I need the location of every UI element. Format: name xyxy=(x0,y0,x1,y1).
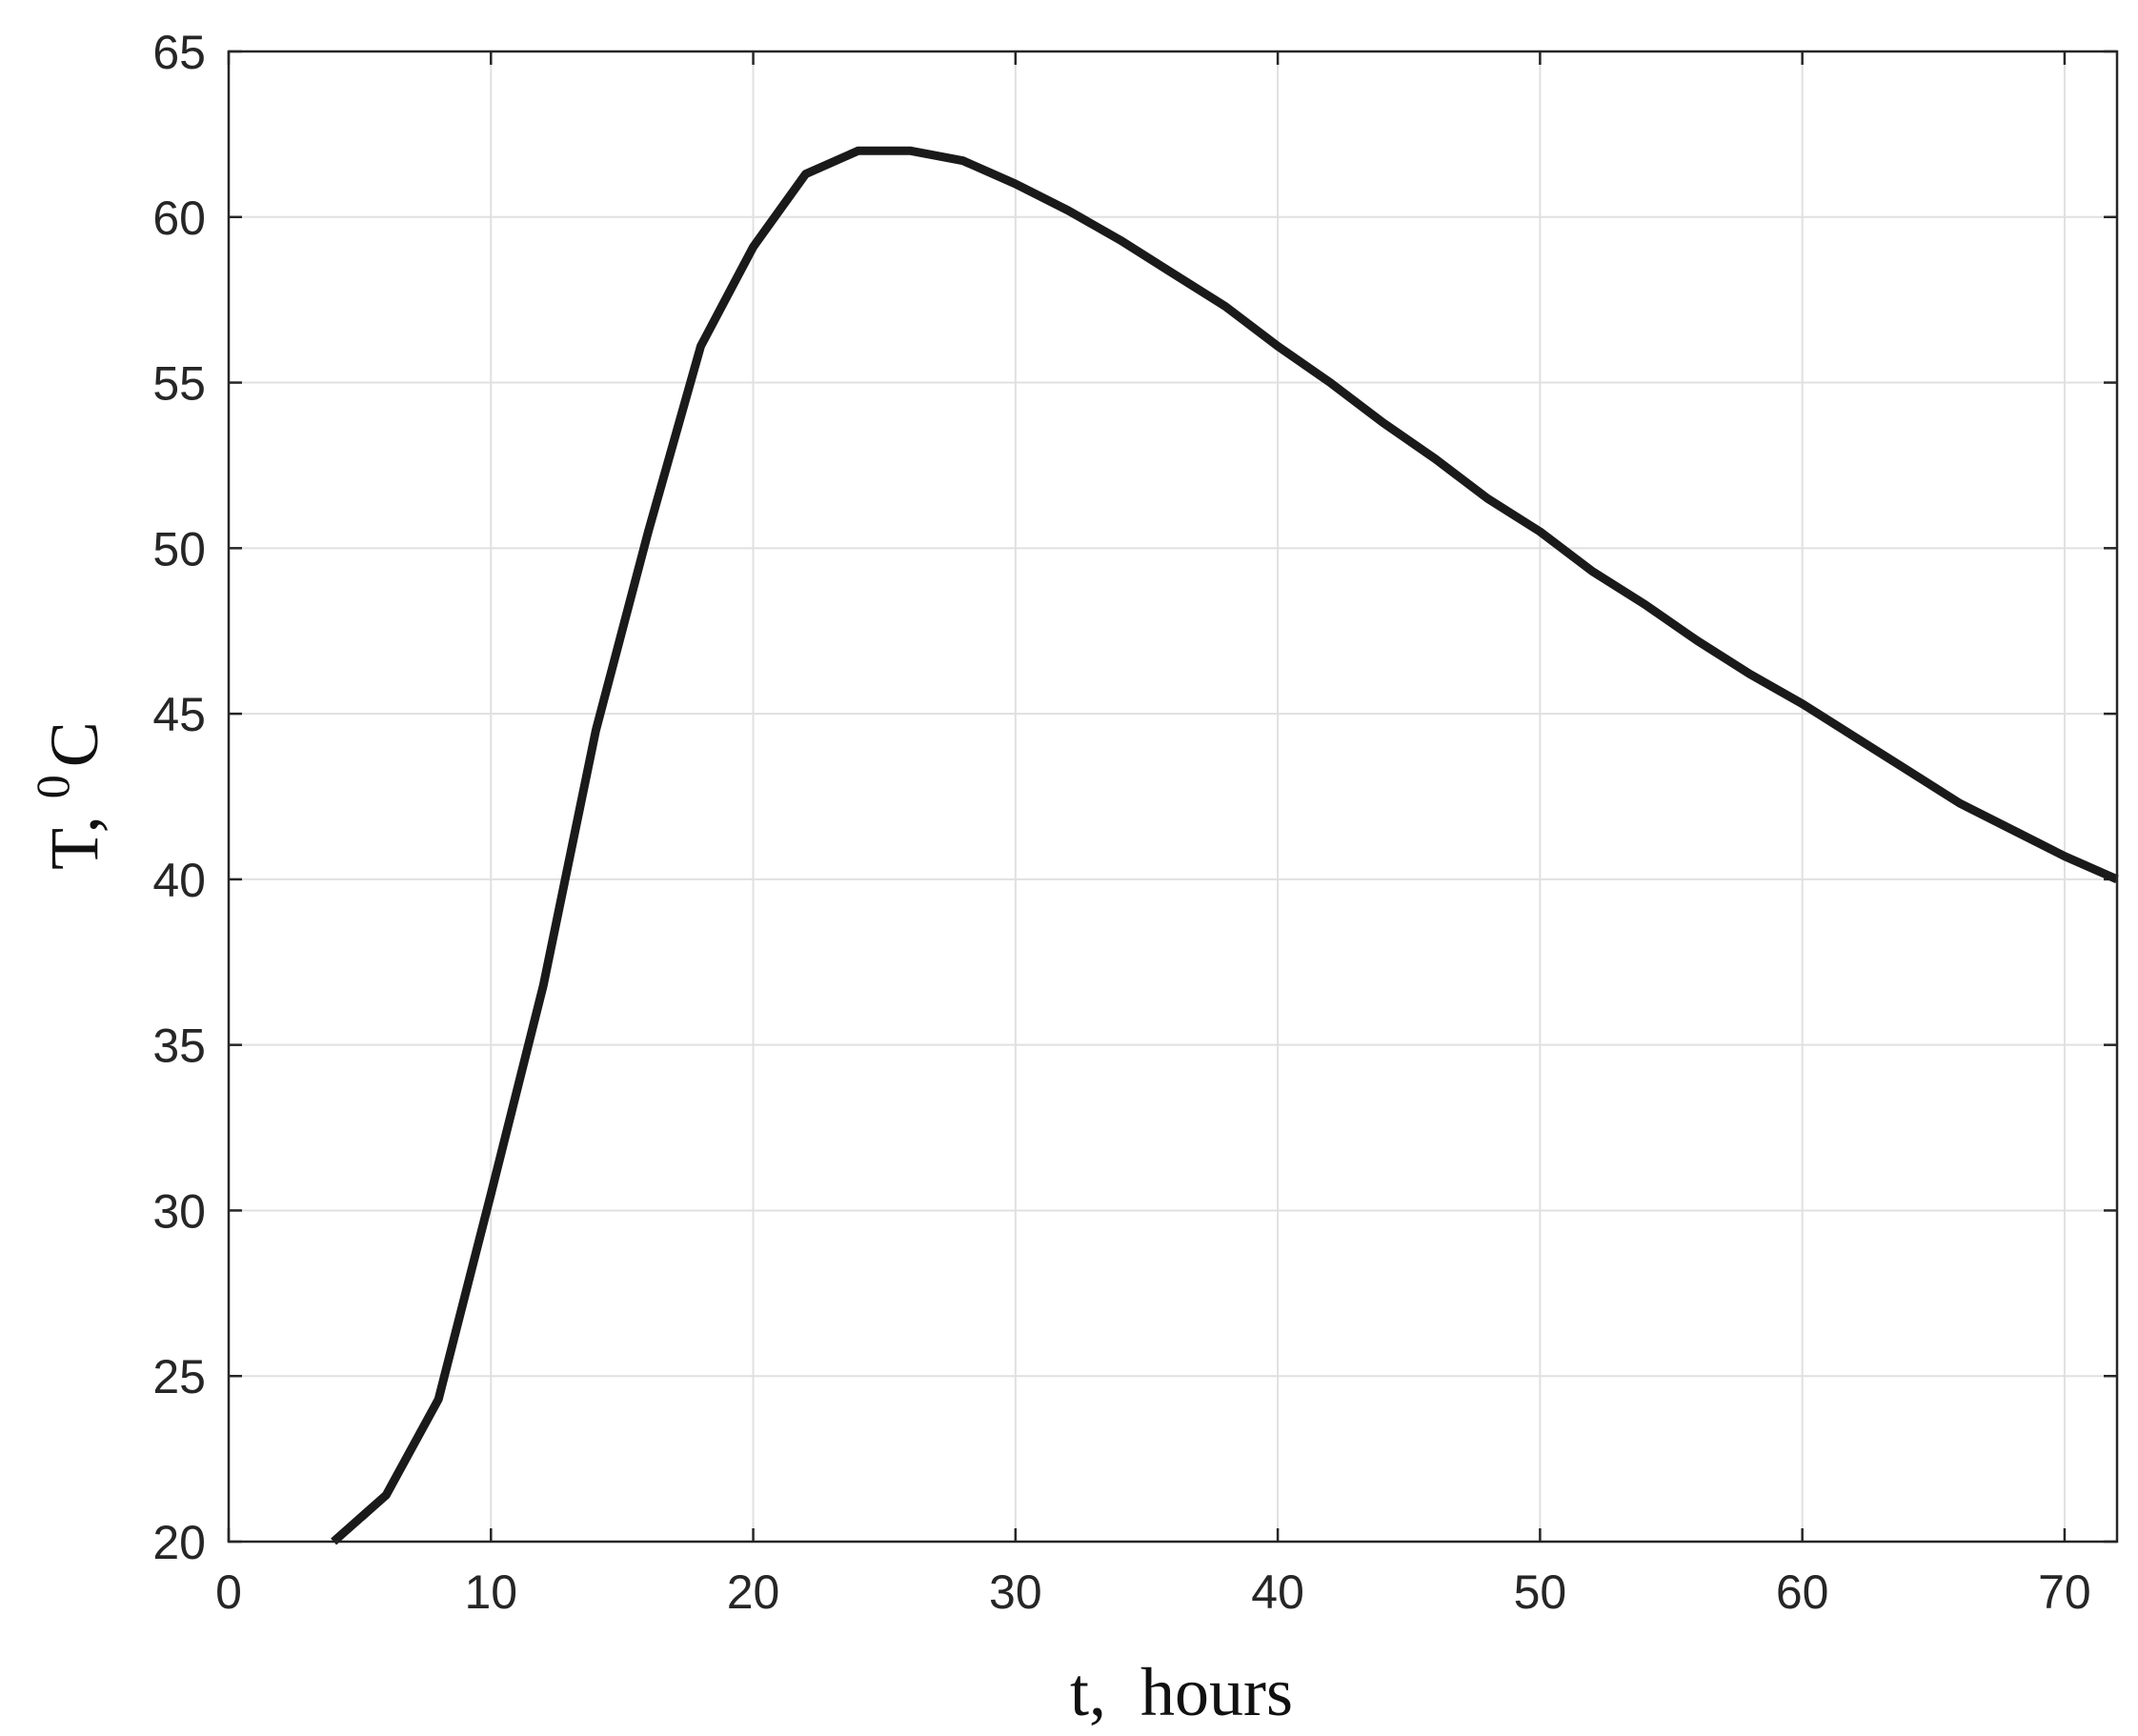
x-tick-label: 40 xyxy=(1251,1565,1304,1619)
x-tick-label: 50 xyxy=(1514,1565,1567,1619)
plot-frame xyxy=(227,50,2119,1544)
y-tick-label: 55 xyxy=(152,357,206,411)
x-tick-labels: 0 10 20 30 40 50 60 70 xyxy=(215,1565,2091,1619)
y-tick-label: 25 xyxy=(152,1350,206,1403)
x-tick-label: 60 xyxy=(1776,1565,1829,1619)
y-tick-label: 20 xyxy=(152,1516,206,1569)
x-tick-label: 10 xyxy=(464,1565,517,1619)
y-axis-label: T, 0 C xyxy=(26,721,112,870)
y-axis-label-base: T, xyxy=(36,798,112,870)
y-tick-label: 60 xyxy=(152,192,206,245)
y-tick-labels: 20 25 30 35 40 45 50 55 60 65 xyxy=(152,26,206,1569)
y-tick-label: 40 xyxy=(152,854,206,907)
y-tick-label: 65 xyxy=(152,26,206,79)
temperature-line xyxy=(331,146,2119,1545)
axis-ticks xyxy=(227,50,2117,1544)
y-axis-label-unit: C xyxy=(36,721,112,767)
series-layer xyxy=(331,146,2119,1545)
y-axis-label-superscript: 0 xyxy=(26,775,79,798)
x-tick-label: 70 xyxy=(2038,1565,2091,1619)
y-tick-label: 45 xyxy=(152,688,206,741)
x-tick-label: 30 xyxy=(989,1565,1042,1619)
x-tick-label: 0 xyxy=(215,1565,242,1619)
x-axis-label: t, hours xyxy=(1070,1654,1293,1730)
y-tick-label: 50 xyxy=(152,522,206,575)
x-tick-label: 20 xyxy=(727,1565,780,1619)
y-tick-label: 35 xyxy=(152,1019,206,1073)
y-tick-label: 30 xyxy=(152,1184,206,1238)
